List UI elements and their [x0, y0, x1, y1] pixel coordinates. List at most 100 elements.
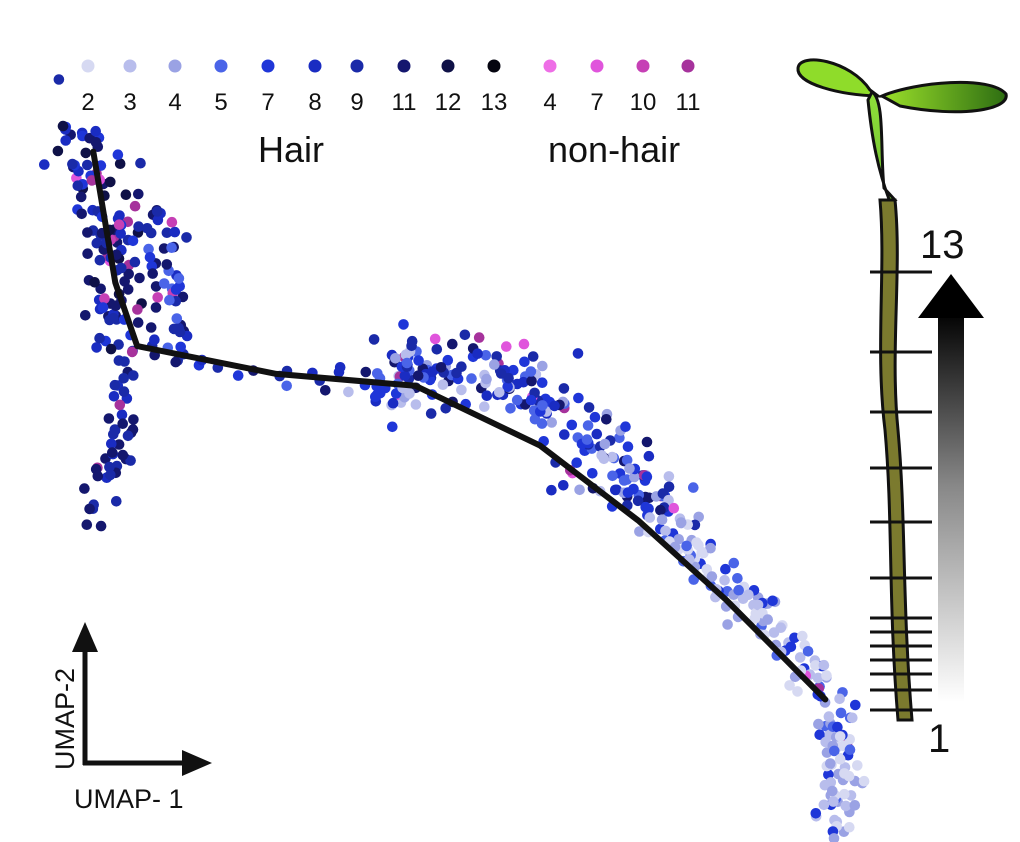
data-point-hair: [413, 370, 424, 381]
cotyledon-left-icon: [798, 60, 878, 96]
legend-hair-label: Hair: [258, 129, 324, 170]
data-point-hair: [146, 322, 157, 333]
data-point-hair: [610, 485, 621, 496]
data-point-hair: [599, 454, 610, 465]
data-point-hair: [82, 248, 93, 259]
data-point-hair: [98, 302, 109, 313]
data-point-nonhair: [115, 400, 126, 411]
data-point-hair: [407, 336, 418, 347]
data-point-hair: [835, 731, 846, 742]
data-point-hair: [819, 660, 830, 671]
data-point-hair: [151, 302, 162, 313]
data-point-hair: [537, 400, 548, 411]
data-point-hair: [39, 159, 50, 170]
data-point-hair: [819, 800, 830, 811]
data-point-hair: [642, 437, 653, 448]
data-point-nonhair: [167, 217, 178, 228]
data-point-hair: [852, 760, 863, 771]
data-point-hair: [537, 377, 548, 388]
data-point-hair: [162, 259, 173, 270]
root-icon: [880, 200, 912, 720]
data-point-hair: [108, 313, 119, 324]
data-point-hair: [600, 439, 611, 450]
data-point-hair: [821, 670, 832, 681]
data-point-hair: [447, 339, 458, 350]
data-point-hair: [58, 121, 69, 132]
data-point-hair: [53, 146, 64, 157]
legend-swatch-nonhair-7: [591, 60, 604, 73]
data-point-hair: [233, 370, 244, 381]
data-point-hair: [803, 646, 814, 657]
data-point-hair: [164, 295, 175, 306]
data-point-hair: [128, 236, 139, 247]
data-point-hair: [584, 402, 595, 413]
data-point-hair: [370, 391, 381, 402]
data-point-hair: [281, 381, 292, 392]
data-point-hair: [134, 273, 145, 284]
data-point-hair: [526, 395, 537, 406]
data-point-hair: [526, 366, 537, 377]
data-point-hair: [152, 206, 163, 217]
data-point-hair: [859, 776, 870, 787]
data-point-hair: [123, 431, 134, 442]
data-point-nonhair: [132, 304, 143, 315]
data-point-hair: [107, 447, 118, 458]
data-point-hair: [655, 505, 666, 516]
data-point-hair: [159, 278, 170, 289]
legend-label-hair-13: 13: [481, 89, 508, 116]
data-point-hair: [130, 257, 141, 268]
legend-swatch-hair-11: [398, 60, 411, 73]
data-point-hair: [559, 429, 570, 440]
data-point-nonhair: [130, 201, 141, 212]
y-axis-label: UMAP-2: [50, 668, 80, 770]
data-point-hair: [559, 383, 570, 394]
data-point-hair: [82, 227, 93, 238]
data-point-hair: [505, 403, 516, 414]
data-point-hair: [841, 801, 852, 812]
data-point-hair: [657, 514, 668, 525]
data-point-hair: [343, 387, 354, 398]
legend-swatch-nonhair-11: [682, 60, 695, 73]
data-point-hair: [361, 367, 372, 378]
data-point-hair: [119, 386, 130, 397]
data-point-hair: [620, 421, 631, 432]
data-point-hair: [76, 192, 87, 203]
data-point-hair: [549, 401, 560, 412]
data-point-hair: [54, 74, 65, 85]
data-point-hair: [688, 482, 699, 493]
pseudotime-trajectory-line: [93, 152, 825, 700]
legend-label-hair-7: 7: [261, 89, 274, 116]
data-point-hair: [115, 158, 126, 169]
data-point-hair: [411, 399, 422, 410]
data-point-hair: [60, 135, 71, 146]
data-point-hair: [451, 368, 462, 379]
data-point-hair: [582, 434, 593, 445]
data-point-hair: [172, 313, 183, 324]
x-axis-label: UMAP- 1: [74, 784, 184, 814]
data-point-hair: [583, 420, 594, 431]
data-point-hair: [109, 391, 120, 402]
data-point-hair: [402, 358, 413, 369]
data-point-hair: [797, 631, 808, 642]
legend-label-hair-3: 3: [123, 89, 136, 116]
data-point-hair: [79, 483, 90, 494]
data-point-hair: [67, 159, 78, 170]
data-point-nonhair: [669, 503, 680, 514]
legend-swatch-hair-7: [262, 60, 275, 73]
data-point-hair: [93, 471, 104, 482]
data-point-hair: [642, 471, 653, 482]
data-point-hair: [119, 356, 130, 367]
developmental-scale-bar: [938, 310, 964, 702]
data-point-hair: [94, 333, 105, 344]
data-point-hair: [607, 471, 618, 482]
data-point-hair: [732, 573, 743, 584]
data-point-hair: [479, 401, 490, 412]
legend-swatch-nonhair-10: [637, 60, 650, 73]
data-point-hair: [73, 180, 84, 191]
legend-label-nonhair-7: 7: [590, 89, 603, 116]
data-point-hair: [836, 708, 847, 719]
data-point-hair: [95, 255, 106, 266]
data-point-hair: [574, 485, 585, 496]
data-point-hair: [664, 471, 675, 482]
